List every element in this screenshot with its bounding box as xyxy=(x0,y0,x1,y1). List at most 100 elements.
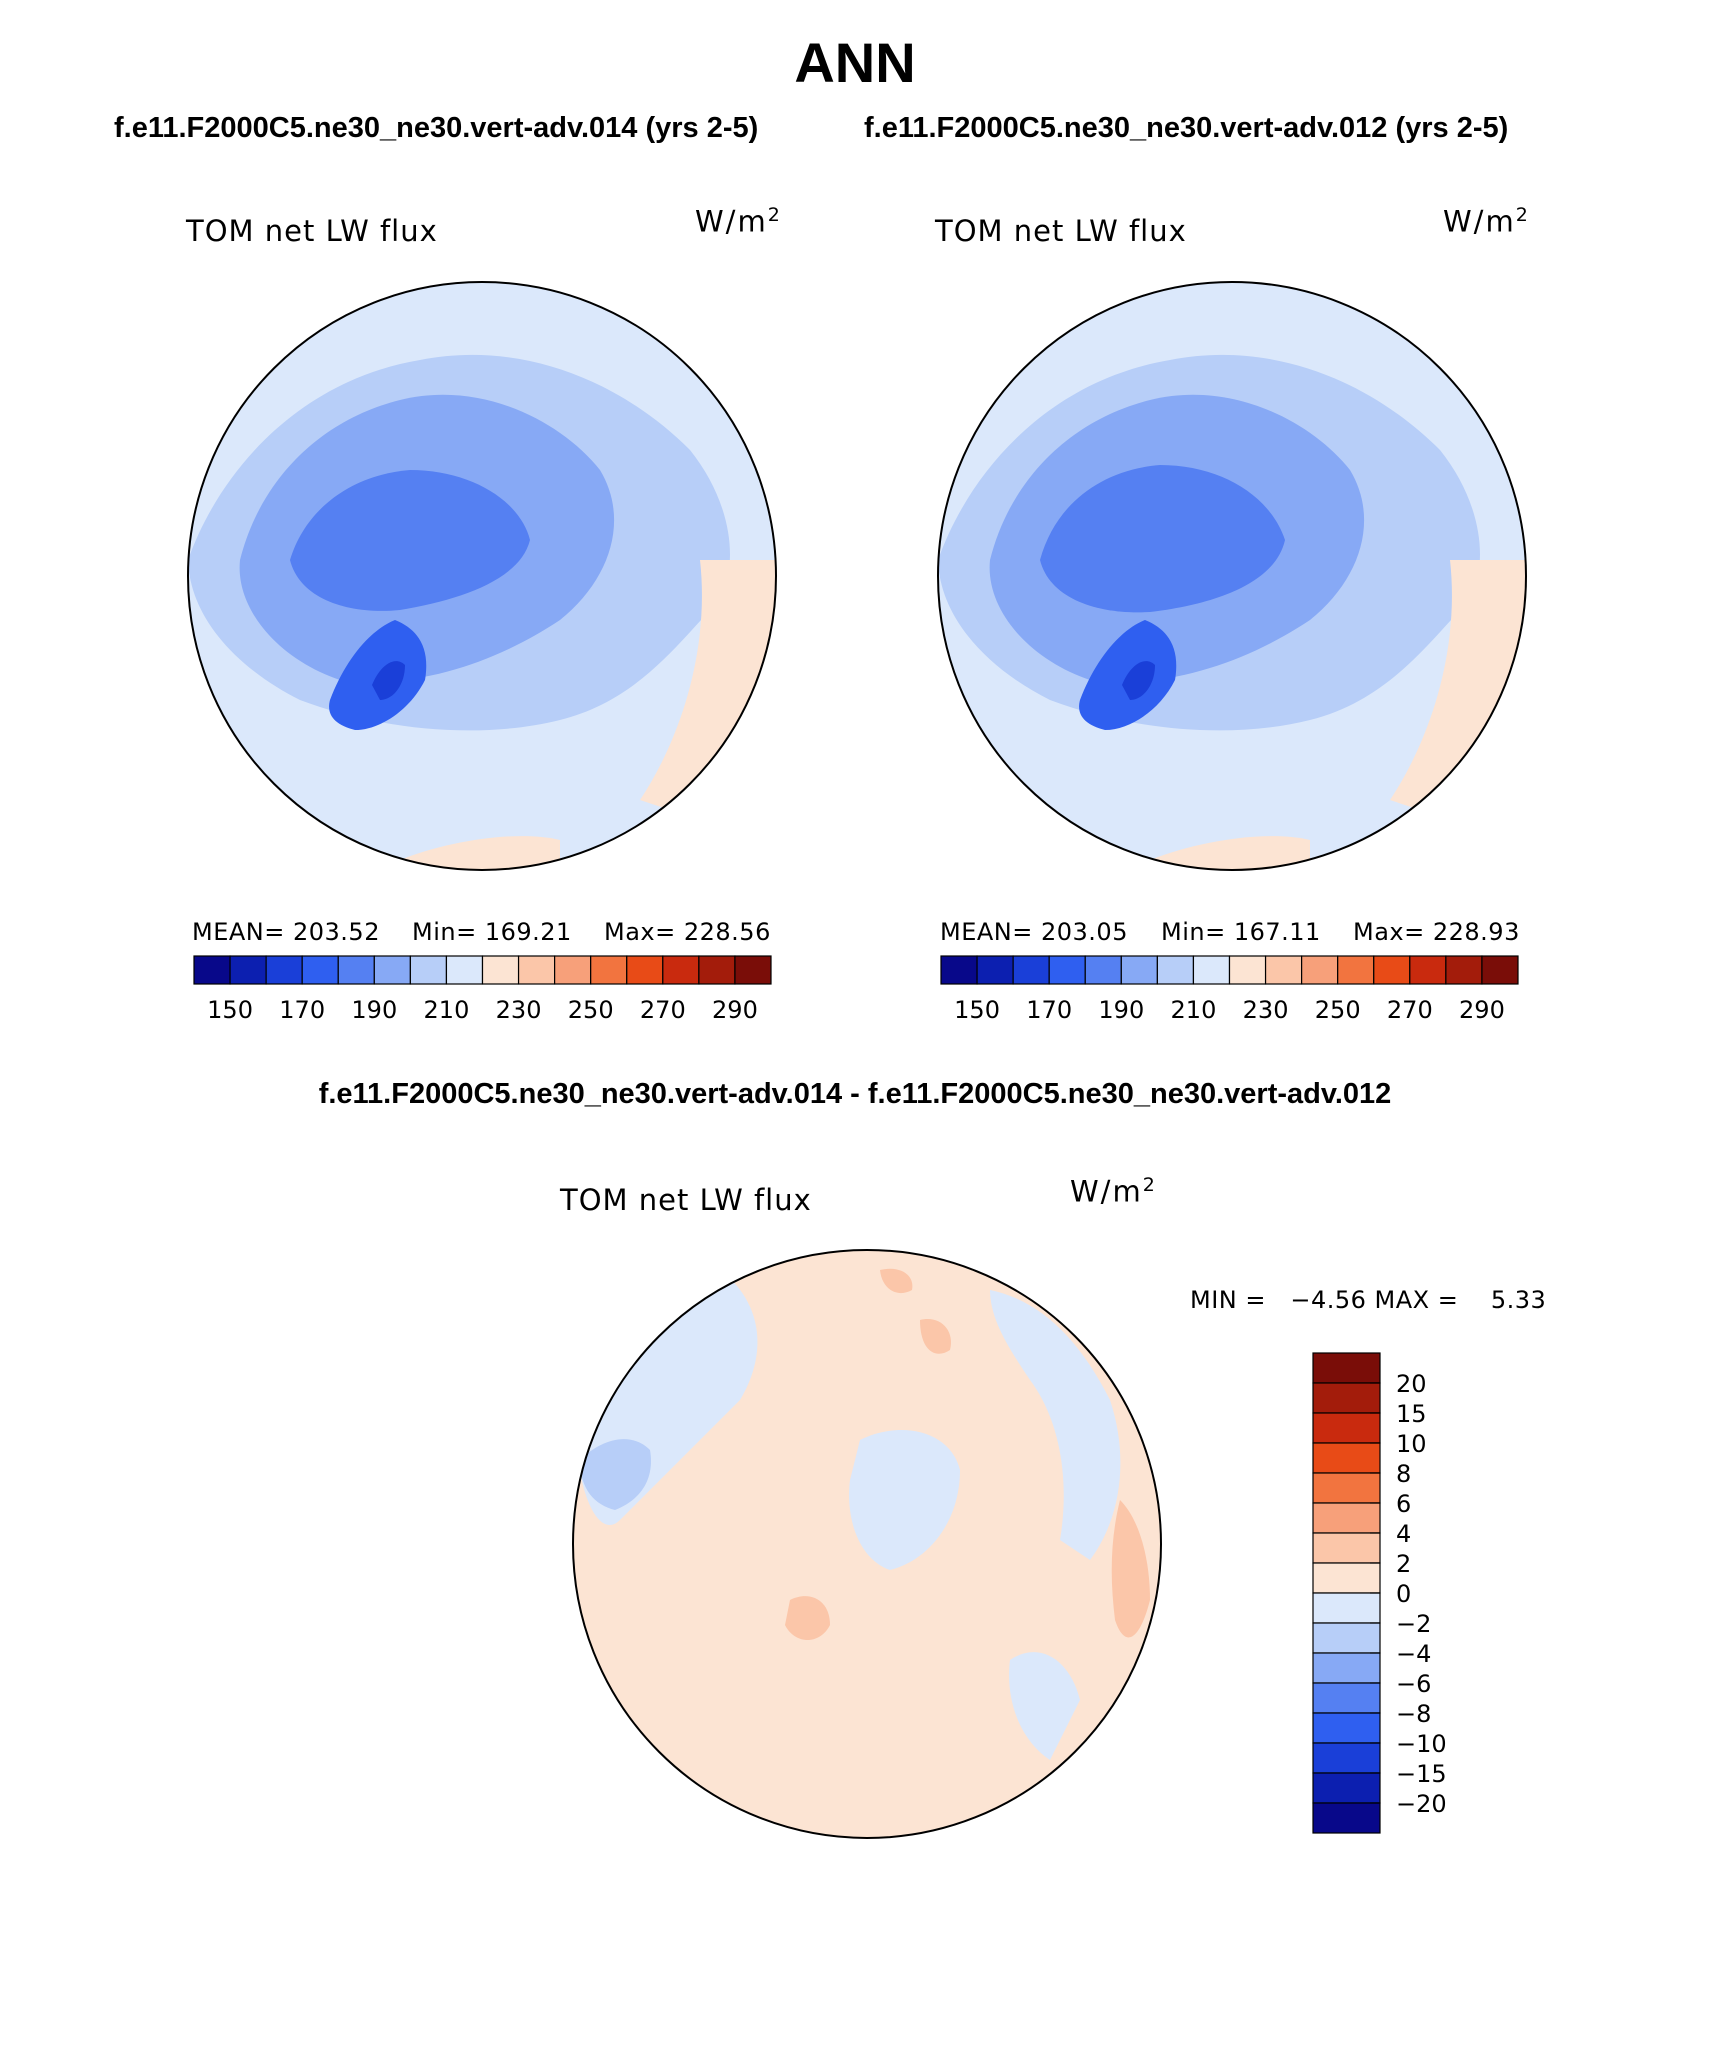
panel2-colorbar-swatch xyxy=(1156,955,1195,985)
page-title: ANN xyxy=(794,31,916,94)
panel1-colorbar-swatch xyxy=(373,955,411,985)
panel3-minmax: MIN = −4.56 MAX = 5.33 xyxy=(1190,1286,1547,1314)
panel1-colorbar-swatch xyxy=(662,955,700,985)
panel2-colorbar-swatch xyxy=(1120,955,1158,985)
panel2-min: Min= 167.11 xyxy=(1161,918,1321,946)
panel1-colorbar-swatch xyxy=(193,955,231,985)
panel3-colorbar-tick-label: −20 xyxy=(1396,1790,1447,1818)
panel3-colorbar-tick-label: −6 xyxy=(1396,1670,1431,1698)
panel3-map xyxy=(572,1249,1162,1839)
panel3-colorbar-tick-label: 6 xyxy=(1396,1490,1411,1518)
panel3-units: W/m2 xyxy=(1070,1174,1157,1209)
panel1-colorbar-swatch xyxy=(229,955,267,985)
panel3-colorbar-swatch xyxy=(1312,1622,1381,1654)
panel2-units: W/m2 xyxy=(1443,204,1530,239)
panel2-colorbar-swatch xyxy=(1301,955,1339,985)
panel2-colorbar-swatch xyxy=(1228,955,1267,985)
panel1-colorbar-swatch xyxy=(265,955,303,985)
panel2-colorbar-tick-label: 250 xyxy=(1315,996,1361,1024)
panel2-colorbar-swatch xyxy=(1048,955,1086,985)
panel2-colorbar-swatch xyxy=(1264,955,1303,985)
panel3-colorbar-tick-label: 4 xyxy=(1396,1520,1411,1548)
panel2-colorbar-swatch xyxy=(940,955,978,985)
panel2-map xyxy=(937,281,1527,871)
diff-title: f.e11.F2000C5.ne30_ne30.vert-adv.014 - f… xyxy=(318,1078,1392,1110)
panel2-colorbar-swatch xyxy=(1012,955,1050,985)
panel3-colorbar-swatch xyxy=(1312,1442,1381,1474)
panel1-colorbar-tick-label: 270 xyxy=(640,996,686,1024)
panel3-colorbar-swatch xyxy=(1312,1592,1381,1624)
panel1-colorbar-tick-label: 150 xyxy=(207,996,253,1024)
panel1-colorbar-tick-label: 290 xyxy=(712,996,758,1024)
panel3-colorbar-swatch xyxy=(1312,1412,1381,1444)
panel3-colorbar-tick-label: −10 xyxy=(1396,1730,1447,1758)
panel3-colorbar-tick-label: −2 xyxy=(1396,1610,1431,1638)
panel3-colorbar-tick-label: 8 xyxy=(1396,1460,1411,1488)
panel3-colorbar-tick-label: 15 xyxy=(1396,1400,1427,1428)
panel2-mean: MEAN= 203.05 xyxy=(940,918,1128,946)
panel1-colorbar: 150 170 190 210 230 250 270 290 xyxy=(193,955,772,1024)
panel2-colorbar-swatch xyxy=(1373,955,1411,985)
panel2-colorbar-swatch xyxy=(1481,955,1519,985)
panel1-map xyxy=(187,281,777,871)
panel1-colorbar-swatch xyxy=(445,955,484,985)
panel2-colorbar-tick-label: 290 xyxy=(1459,996,1505,1024)
panel2-colorbar-tick-label: 150 xyxy=(954,996,1000,1024)
panel2-colorbar-swatch xyxy=(1409,955,1447,985)
case2-title: f.e11.F2000C5.ne30_ne30.vert-adv.012 (yr… xyxy=(864,112,1509,144)
panel1-colorbar-swatch xyxy=(409,955,448,985)
panel3-colorbar-tick-label: −4 xyxy=(1396,1640,1431,1668)
panel3-colorbar-swatch xyxy=(1312,1532,1381,1564)
panel3-colorbar-swatch xyxy=(1312,1652,1381,1684)
panel1-min: Min= 169.21 xyxy=(412,918,572,946)
panel1-colorbar-tick-label: 250 xyxy=(568,996,614,1024)
panel1-colorbar-swatch xyxy=(554,955,592,985)
panel2-colorbar: 150 170 190 210 230 250 270 290 xyxy=(940,955,1519,1024)
panel3-colorbar-swatch xyxy=(1312,1562,1381,1594)
panel2-colorbar-swatch xyxy=(976,955,1014,985)
panel2-colorbar-tick-label: 210 xyxy=(1171,996,1217,1024)
panel3-colorbar-tick-label: −15 xyxy=(1396,1760,1447,1788)
panel1-colorbar-tick-label: 210 xyxy=(424,996,470,1024)
panel2-colorbar-swatch xyxy=(1337,955,1375,985)
panel1-variable-label: TOM net LW flux xyxy=(186,214,438,248)
panel1-units: W/m2 xyxy=(695,204,782,239)
panel1-mean: MEAN= 203.52 xyxy=(192,918,380,946)
case1-title: f.e11.F2000C5.ne30_ne30.vert-adv.014 (yr… xyxy=(114,112,759,144)
panel3-colorbar-swatch xyxy=(1312,1772,1381,1804)
panel2-colorbar-swatch xyxy=(1445,955,1483,985)
panel3-colorbar-tick-label: 0 xyxy=(1396,1580,1411,1608)
panel3-colorbar-swatch xyxy=(1312,1352,1381,1384)
panel2-colorbar-swatch xyxy=(1192,955,1231,985)
panel2-colorbar-tick-label: 230 xyxy=(1243,996,1289,1024)
panel1-colorbar-tick-label: 230 xyxy=(496,996,542,1024)
panel1-colorbar-swatch xyxy=(734,955,772,985)
panel1-colorbar-swatch xyxy=(337,955,375,985)
panel2-colorbar-tick-label: 270 xyxy=(1387,996,1433,1024)
panel1-colorbar-swatch xyxy=(626,955,664,985)
panel1-max: Max= 228.56 xyxy=(604,918,771,946)
panel2-variable-label: TOM net LW flux xyxy=(935,214,1187,248)
panel2-colorbar-tick-label: 170 xyxy=(1026,996,1072,1024)
panel1-colorbar-tick-label: 170 xyxy=(279,996,325,1024)
panel3-colorbar-tick-label: −8 xyxy=(1396,1700,1431,1728)
panel3-colorbar-tick-label: 2 xyxy=(1396,1550,1411,1578)
panel1-colorbar-swatch xyxy=(517,955,556,985)
panel3-colorbar-swatch xyxy=(1312,1682,1381,1714)
panel3-variable-label: TOM net LW flux xyxy=(560,1183,812,1217)
panel3-colorbar-swatch xyxy=(1312,1712,1381,1744)
panel3-colorbar-tick-label: 10 xyxy=(1396,1430,1427,1458)
panel3-colorbar-tick-label: 20 xyxy=(1396,1370,1427,1398)
panel3-colorbar-swatch xyxy=(1312,1502,1381,1534)
panel1-colorbar-swatch xyxy=(698,955,736,985)
panel1-colorbar-swatch xyxy=(481,955,520,985)
panel2-max: Max= 228.93 xyxy=(1353,918,1520,946)
panel1-colorbar-swatch xyxy=(301,955,339,985)
panel2-colorbar-swatch xyxy=(1084,955,1122,985)
panel3-colorbar-swatch xyxy=(1312,1742,1381,1774)
panel1-colorbar-tick-label: 190 xyxy=(351,996,397,1024)
panel3-colorbar-swatch xyxy=(1312,1472,1381,1504)
panel3-colorbar-swatch xyxy=(1312,1382,1381,1414)
